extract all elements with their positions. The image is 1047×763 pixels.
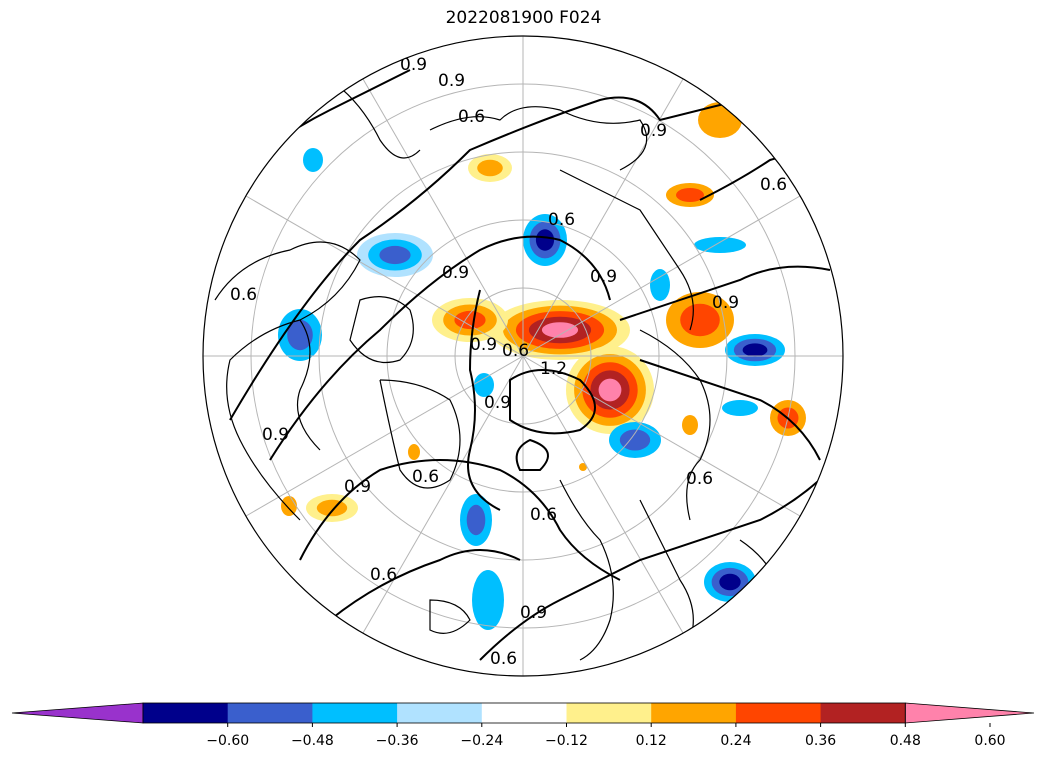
anomaly-blob [535,229,555,251]
anomaly-blob [472,570,504,630]
colorbar-segment [227,703,313,723]
colorbar-tick-label: −0.12 [545,733,588,749]
map-boundary [202,35,844,677]
colorbar-segment [397,703,483,723]
anomaly-blob [682,415,698,435]
anomaly-blob [316,499,348,517]
coastlines [214,79,781,661]
colorbar-tick-label: −0.36 [376,733,419,749]
contour-label: 0.9 [484,393,511,413]
contour-label: 0.6 [686,469,713,489]
colorbar-segment [820,703,906,723]
contour-label: 0.9 [442,263,469,283]
colorbar-segment [651,703,737,723]
contour-label: 0.6 [370,565,397,585]
anomaly-blob [474,373,494,397]
contour-label: 0.6 [458,107,485,127]
anomaly-blob [598,378,622,402]
contour-label: 0.6 [548,210,575,230]
colorbar-tick-label: −0.24 [460,733,503,749]
contour-label: 1.2 [540,359,567,379]
contour-label: 0.9 [590,267,617,287]
colorbar-tick-label: 0.36 [805,733,836,749]
anomaly-shading [278,102,806,630]
anomaly-blob [466,504,486,536]
anomaly-blob [541,322,579,338]
anomaly-blob [287,319,313,351]
anomaly-blob [694,237,746,253]
anomaly-blob [303,148,323,172]
colorbar-segment [143,703,229,723]
colorbar-segment [312,703,398,723]
anomaly-blob [742,343,768,357]
colorbar-extend-low [11,702,144,724]
anomaly-blob [579,463,587,471]
contour-label: 0.6 [760,175,787,195]
contour-label: 0.6 [490,649,517,669]
contour-label: 0.9 [470,335,497,355]
contour-label: 0.9 [640,121,667,141]
contour-label: 0.9 [712,293,739,313]
colorbar-tick-label: 0.24 [720,733,751,749]
colorbar-segment [735,703,822,723]
contour-label: 0.9 [520,603,547,623]
contour-label: 0.6 [230,285,257,305]
colorbar-tick-label: 0.48 [890,733,921,749]
anomaly-blob [408,444,420,460]
colorbar-segment [566,703,652,723]
contour-label: 0.9 [344,477,371,497]
contour-lines [229,69,831,661]
anomaly-blob [477,159,503,177]
colorbar-tick-label: 0.60 [974,733,1005,749]
colorbar-segment [481,703,567,723]
contour-label: 0.6 [530,505,557,525]
anomaly-blob [619,429,651,451]
contour-label: 0.6 [412,467,439,487]
contour-label: 0.6 [502,341,529,361]
anomaly-blob [281,496,297,516]
anomaly-blob [650,269,670,301]
colorbar: −0.60 −0.48 −0.36 −0.24 −0.12 0.12 0.24 0.36 0.4… [11,702,1035,749]
colorbar-tick-label: −0.60 [206,733,249,749]
anomaly-blob [676,188,704,202]
contour-label: 0.9 [400,55,427,75]
contour-labels: 0.9 0.9 0.6 0.9 0.6 0.9 0.9 0.9 0.6 0.6 … [230,55,787,669]
anomaly-blob [698,102,742,138]
colorbar-tick-label: −0.48 [291,733,334,749]
colorbar-extend-high [904,702,1035,724]
map-title: 2022081900 F024 [445,8,602,28]
map-field: 0.9 0.9 0.6 0.9 0.6 0.9 0.9 0.9 0.6 0.6 … [203,36,843,676]
anomaly-blob [719,573,741,591]
contour-label: 0.9 [262,425,289,445]
anomaly-blob [722,400,758,416]
colorbar-frame [142,702,906,724]
contour-label: 0.9 [438,71,465,91]
anomaly-blob [379,245,411,265]
colorbar-tick-label: 0.12 [636,733,667,749]
